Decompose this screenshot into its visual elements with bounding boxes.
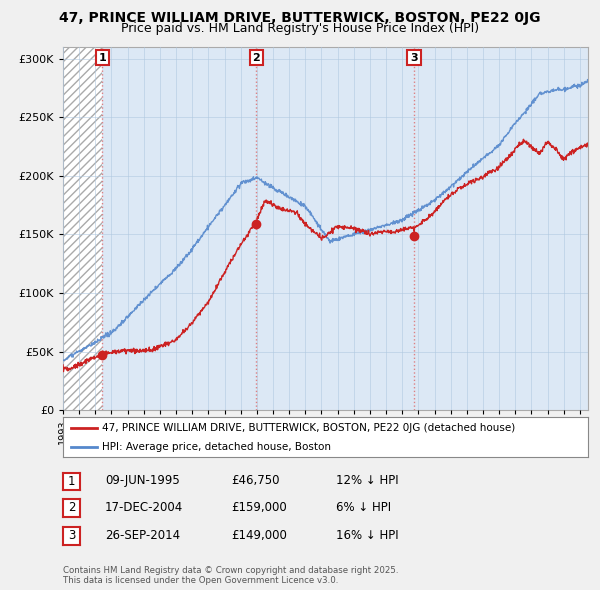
Text: 2: 2 xyxy=(68,502,75,514)
Text: 12% ↓ HPI: 12% ↓ HPI xyxy=(336,474,398,487)
Text: 26-SEP-2014: 26-SEP-2014 xyxy=(105,529,180,542)
Text: HPI: Average price, detached house, Boston: HPI: Average price, detached house, Bost… xyxy=(103,442,331,452)
Text: 47, PRINCE WILLIAM DRIVE, BUTTERWICK, BOSTON, PE22 0JG (detached house): 47, PRINCE WILLIAM DRIVE, BUTTERWICK, BO… xyxy=(103,424,515,434)
Text: £159,000: £159,000 xyxy=(231,501,287,514)
Text: 3: 3 xyxy=(68,529,75,542)
Bar xyxy=(63,47,103,410)
Text: 47, PRINCE WILLIAM DRIVE, BUTTERWICK, BOSTON, PE22 0JG: 47, PRINCE WILLIAM DRIVE, BUTTERWICK, BO… xyxy=(59,11,541,25)
Text: Price paid vs. HM Land Registry's House Price Index (HPI): Price paid vs. HM Land Registry's House … xyxy=(121,22,479,35)
Text: 09-JUN-1995: 09-JUN-1995 xyxy=(105,474,180,487)
Text: £149,000: £149,000 xyxy=(231,529,287,542)
Text: 3: 3 xyxy=(410,53,418,63)
Text: 17-DEC-2004: 17-DEC-2004 xyxy=(105,501,183,514)
Text: Contains HM Land Registry data © Crown copyright and database right 2025.
This d: Contains HM Land Registry data © Crown c… xyxy=(63,566,398,585)
Text: £46,750: £46,750 xyxy=(231,474,280,487)
Text: 2: 2 xyxy=(253,53,260,63)
Text: 16% ↓ HPI: 16% ↓ HPI xyxy=(336,529,398,542)
Text: 6% ↓ HPI: 6% ↓ HPI xyxy=(336,501,391,514)
Text: 1: 1 xyxy=(68,475,75,488)
Text: 1: 1 xyxy=(98,53,106,63)
